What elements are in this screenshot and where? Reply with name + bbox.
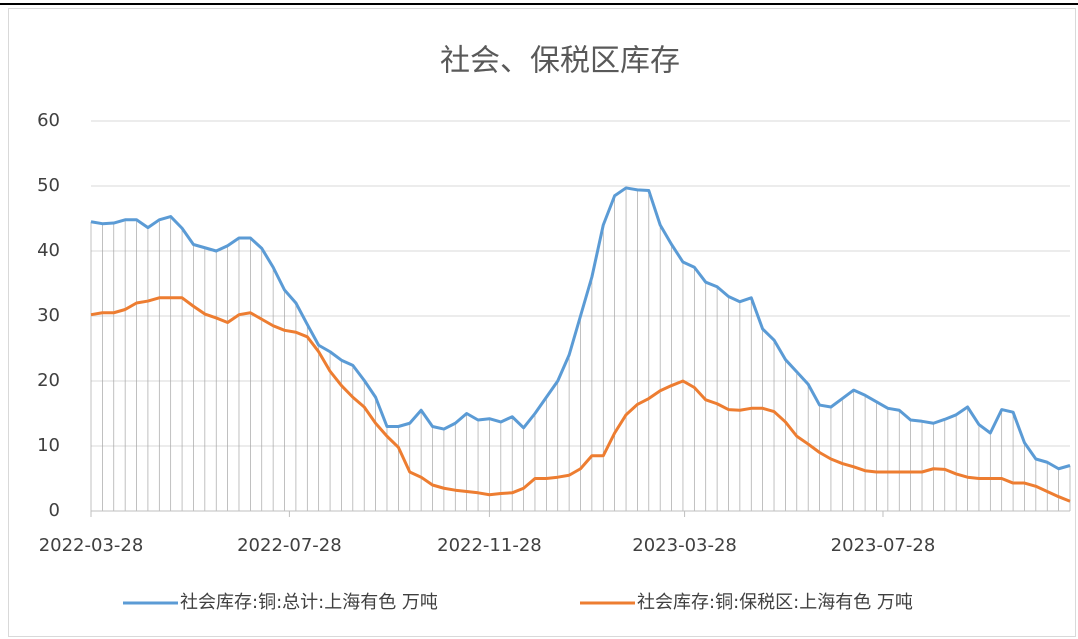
y-tick-label: 0 — [49, 500, 60, 521]
y-tick-label: 10 — [37, 435, 60, 456]
series-line — [90, 296, 1071, 503]
y-tick-label: 30 — [37, 305, 60, 326]
y-tick-label: 40 — [37, 240, 60, 261]
x-tick-label: 2022-11-28 — [437, 535, 542, 556]
legend-label: 社会库存:铜:总计:上海有色 万吨 — [180, 592, 438, 613]
y-tick-label: 60 — [37, 110, 60, 131]
chart-border — [8, 8, 1076, 637]
x-tick-label: 2023-07-28 — [831, 535, 936, 556]
y-tick-label: 50 — [37, 175, 60, 196]
series-line — [90, 186, 1071, 471]
x-tick-label: 2022-07-28 — [237, 535, 342, 556]
chart-title: 社会、保税区库存 — [440, 44, 680, 79]
y-tick-label: 20 — [37, 370, 60, 391]
x-tick-label: 2023-03-28 — [632, 535, 737, 556]
legend-label: 社会库存:铜:保税区:上海有色 万吨 — [637, 592, 913, 613]
x-tick-label: 2022-03-28 — [39, 535, 144, 556]
